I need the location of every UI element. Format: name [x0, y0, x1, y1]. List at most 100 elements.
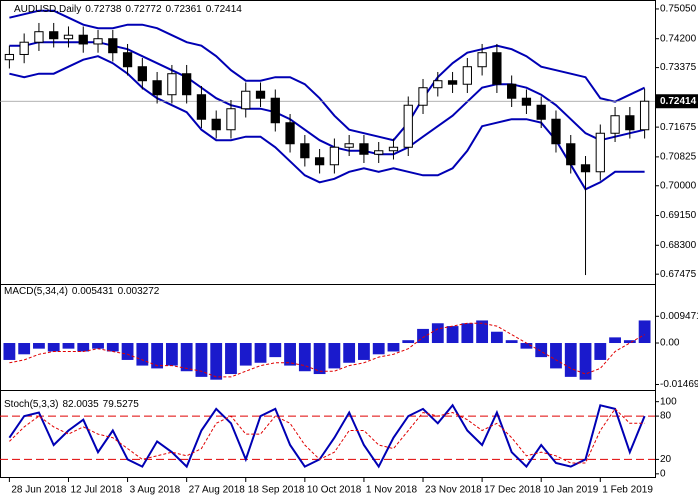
indicator-header: MACD(5,34,4) 0.005431 0.003272: [4, 286, 160, 297]
macd-bar: [358, 343, 370, 360]
x-tick-label: 12 Jul 2018: [70, 485, 122, 496]
candle-body: [4, 53, 15, 61]
macd-bar: [564, 343, 577, 377]
x-tick-label: 17 Dec 2018: [484, 485, 541, 496]
y-tick-label: 0.71675: [660, 122, 697, 133]
indicator-line: [8, 403, 646, 469]
candle-body: [359, 143, 369, 155]
candle-body: [49, 31, 59, 40]
candle-body: [34, 31, 44, 43]
y-tick-label: 0.70000: [660, 180, 697, 191]
macd-bar: [579, 343, 592, 380]
y-tick-label: 0.68300: [660, 240, 697, 251]
macd-bar: [490, 331, 503, 344]
macd-bar: [431, 323, 444, 344]
candle-body: [108, 38, 118, 54]
macd-bar: [372, 343, 385, 355]
candle-body: [462, 66, 472, 85]
candle-body: [300, 143, 310, 159]
macd-bar: [446, 326, 459, 344]
y-tick-label: 100: [660, 396, 677, 407]
candle-body: [580, 164, 591, 173]
macd-bar: [62, 343, 75, 349]
plot-frame: [0, 0, 656, 478]
indicator-title: AUDUSD,Daily: [14, 4, 81, 15]
candle-body: [388, 146, 399, 152]
candle-body: [536, 104, 546, 120]
candle-body: [477, 52, 487, 68]
candle-body: [137, 66, 147, 82]
indicator-line: [9, 9, 646, 142]
candle-body: [403, 104, 413, 148]
header-value: 0.005431: [72, 286, 114, 297]
macd-bar: [313, 343, 326, 375]
candle-body: [507, 83, 517, 99]
macd-bar: [609, 337, 621, 344]
y-tick-label: 0.73375: [660, 62, 697, 73]
candle-body: [167, 73, 177, 96]
macd-bar: [151, 343, 164, 369]
macd-bar: [254, 343, 267, 363]
x-tick-label: 10 Oct 2018: [307, 485, 362, 496]
candle-body: [285, 122, 295, 145]
candle-body: [374, 150, 384, 155]
macd-bar: [47, 343, 60, 352]
macd-bar: [195, 343, 208, 377]
candle-body: [610, 115, 620, 134]
header-value: 0.003272: [118, 286, 160, 297]
macd-bar: [461, 323, 474, 344]
header-value: 0.72361: [166, 4, 203, 15]
indicator-header: Stoch(5,3,3) 82.0035 79.5275: [4, 399, 139, 410]
y-tick-label: 0.70825: [660, 152, 697, 163]
macd-bar: [269, 343, 282, 358]
candle-body: [152, 80, 162, 96]
candle-body: [63, 34, 74, 40]
y-tick-label: 0.00: [660, 338, 680, 349]
y-tick-label: 20: [660, 454, 672, 465]
y-tick-label: 80: [660, 411, 672, 422]
macd-bar: [535, 343, 548, 358]
macd-bar: [77, 343, 90, 352]
indicator-title: MACD(5,34,4): [4, 286, 68, 297]
header-value: 82.0035: [62, 399, 99, 410]
candle-body: [521, 97, 532, 106]
macd-bar: [623, 340, 636, 344]
candle-body: [270, 97, 280, 124]
macd-bar: [121, 343, 134, 360]
current-price-box: [656, 94, 698, 109]
indicator-title: Stoch(5,3,3): [4, 399, 58, 410]
macd-bar: [18, 343, 31, 355]
candle-body: [551, 118, 561, 145]
x-tick-label: 3 Aug 2018: [130, 485, 181, 496]
candle-body: [93, 38, 103, 45]
x-tick-label: 10 Jan 2019: [543, 485, 598, 496]
candle-body: [639, 100, 650, 131]
macd-bar: [328, 343, 341, 369]
candle-body: [418, 87, 428, 106]
macd-bar: [239, 343, 252, 366]
x-tick-label: 23 Nov 2018: [425, 485, 482, 496]
candle-body: [196, 94, 207, 120]
y-tick-label: 0.69150: [660, 210, 697, 221]
y-tick-label: 0.009471: [660, 311, 698, 322]
y-tick-label: 0.74200: [660, 33, 697, 44]
candle-body: [19, 41, 29, 55]
indicator-line: [9, 322, 645, 378]
candle-body: [625, 115, 635, 131]
macd-bar: [33, 343, 45, 349]
candle-body: [344, 143, 354, 148]
indicator-line: [9, 55, 645, 191]
candle-body: [211, 118, 221, 131]
x-tick-label: 18 Sep 2018: [248, 485, 305, 496]
header-value: 0.72772: [125, 4, 162, 15]
y-tick-label: -0.014699: [660, 379, 698, 390]
macd-bar: [520, 343, 533, 349]
candle-body: [226, 108, 236, 131]
macd-bar: [550, 343, 562, 369]
x-tick-label: 27 Aug 2018: [189, 485, 246, 496]
y-tick-label: 0: [660, 468, 666, 479]
macd-bar: [505, 340, 518, 344]
candle-body: [433, 80, 443, 89]
indicator-header: AUDUSD,Daily 0.72738 0.72772 0.72361 0.72414: [14, 4, 242, 15]
macd-bar: [225, 343, 237, 375]
